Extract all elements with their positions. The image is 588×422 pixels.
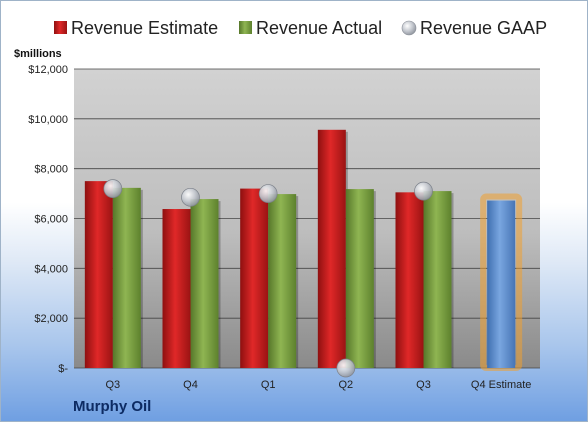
revenue-estimate-bar <box>395 192 424 368</box>
y-tick-label: $6,000 <box>34 214 68 226</box>
y-tick-label: $- <box>58 363 68 375</box>
revenue-estimate-bar <box>162 209 191 368</box>
x-axis-categories: Q3 Q4 Q1 Q2 Q3 Q4 Estimate <box>105 379 531 391</box>
revenue-actual-bar <box>112 187 141 368</box>
x-category-label: Q4 <box>183 379 198 391</box>
revenue-actual-bar <box>423 191 452 368</box>
legend-label-revenue-actual: Revenue Actual <box>256 18 382 38</box>
revenue-actual-bar <box>345 189 374 368</box>
legend-swatch-revenue-estimate <box>54 21 67 34</box>
chart-legend: Revenue Estimate Revenue Actual Revenue … <box>54 18 547 38</box>
revenue-actual-bar <box>268 194 297 368</box>
x-category-label: Q3 <box>105 379 120 391</box>
gaap-markers <box>103 179 433 378</box>
unit-label: $millions <box>14 48 62 60</box>
y-tick-label: $8,000 <box>34 164 68 176</box>
legend-label-revenue-estimate: Revenue Estimate <box>71 18 218 38</box>
x-category-label: Q3 <box>416 379 431 391</box>
revenue-estimate-bar <box>317 129 346 368</box>
y-tick-label: $10,000 <box>28 114 68 126</box>
company-name: Murphy Oil <box>73 398 152 415</box>
revenue-actual-bar <box>190 199 219 368</box>
gridlines <box>74 68 540 369</box>
legend-label-revenue-gaap: Revenue GAAP <box>420 18 547 38</box>
legend-marker-revenue-gaap <box>401 20 417 36</box>
revenue-gaap-marker <box>414 181 433 201</box>
x-category-label: Q4 Estimate <box>471 379 532 391</box>
x-category-label: Q1 <box>261 379 276 391</box>
x-category-label: Q2 <box>338 379 353 391</box>
y-tick-label: $12,000 <box>28 64 68 76</box>
revenue-gaap-marker <box>258 184 278 203</box>
revenue-gaap-marker <box>103 179 123 198</box>
bars <box>84 129 523 371</box>
revenue-estimate-bar <box>240 188 269 368</box>
revenue-estimate-bar <box>84 181 113 368</box>
q4-estimate-bar <box>487 200 516 368</box>
y-tick-label: $2,000 <box>34 313 68 325</box>
y-axis-ticks: $- $2,000 $4,000 $6,000 $8,000 $10,000 $12,000 <box>28 64 68 375</box>
revenue-gaap-marker <box>181 187 200 207</box>
legend-swatch-revenue-actual <box>239 21 252 34</box>
revenue-gaap-marker <box>336 358 356 378</box>
y-tick-label: $4,000 <box>34 263 68 275</box>
